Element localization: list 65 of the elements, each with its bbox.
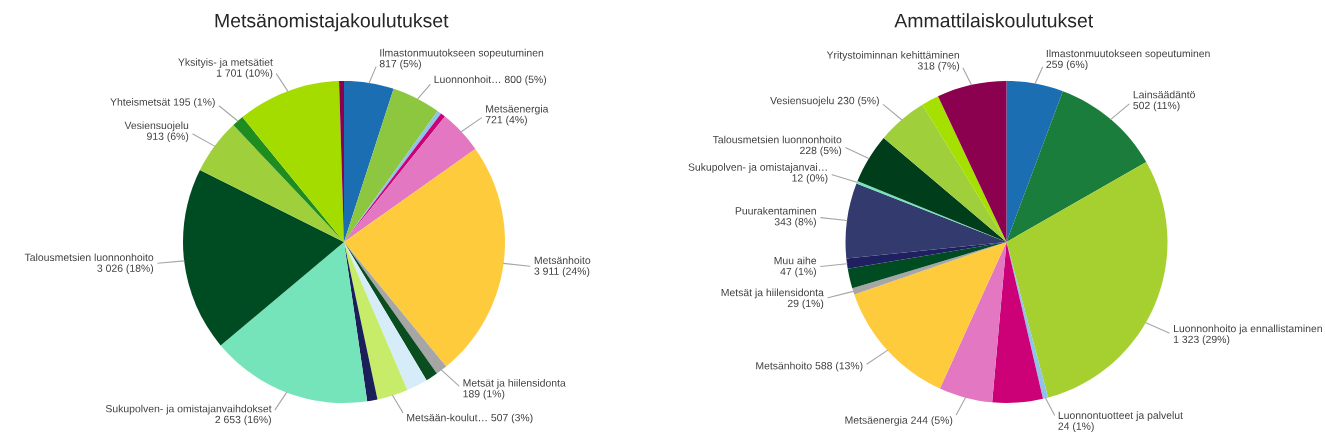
data-label: 24 (1%) [1058,422,1094,432]
pie-slice [846,242,1007,269]
slice-label: Metsät ja hiilensidonta [463,378,566,389]
data-label: 47 (1%) [780,267,816,278]
chart-title: Ammattilaiskoulutukset [894,13,1094,28]
pie-slice [199,125,344,242]
slice-label: Yksityis- ja metsätiet [178,58,273,68]
pie-slice [344,148,505,367]
data-label: 343 (8%) [774,217,816,228]
pie-slice [1006,81,1063,242]
slice-label: Ilmastonmuutokseen sopeutuminen [1046,49,1210,60]
slice-label: Metsänhoito 588 (13%) [756,361,863,372]
pie-slice [922,96,1007,242]
data-label: 189 (1%) [463,389,505,400]
pie-slice [992,242,1043,403]
data-label: 1 701 (10%) [216,69,273,79]
data-label: 3 911 (24%) [534,267,590,277]
slice-label: Metsäenergia 244 (5%) [845,416,953,426]
slice-label: Vesiensuojelu [124,121,189,132]
slice-label: Metsään-koulut… 507 (3%) [407,413,533,424]
data-label: 318 (7%) [917,61,960,72]
pie-slice [242,81,344,242]
pie-slice [938,81,1007,242]
pie-slice [344,242,378,402]
pie-slice [344,81,394,242]
slice-label: Talousmetsien luonnonhoito [712,135,842,144]
data-label: 2 653 (16%) [215,415,271,426]
data-label: 12 (0%) [792,173,828,184]
slice-label: Ilmastonmuutokseen sopeutuminen [380,48,544,59]
pie-slice [183,170,344,346]
data-label: 29 (1%) [787,299,824,310]
data-label: 913 (6%) [147,132,189,143]
slice-label: Lainsäädäntö [1133,90,1196,99]
slice-label: Yhteismetsät 195 (1%) [110,98,215,108]
slice-label: Muu aihe [774,256,817,265]
slice-label: Talousmetsien luonnonhoito [24,253,154,262]
data-label: 228 (5%) [800,146,842,157]
pie-slice [344,242,427,391]
slice-label: Metsäenergia [486,104,549,115]
data-label: 259 (6%) [1046,60,1088,71]
pie-slice [857,137,1007,242]
slice-label: Vesiensuojelu 230 (5%) [770,96,879,107]
slice-label: Yritystoiminnan kehittäminen [826,51,960,61]
slice-label: Luonnonhoit… 800 (5%) [434,75,547,86]
slice-label: Luonnonhoito ja ennallistaminen [1174,324,1322,335]
pie-slice [1006,162,1168,398]
slice-label: Luonnontuotteet ja palvelut [1058,411,1183,422]
pie-slice [939,242,1007,403]
data-label: 817 (5%) [379,59,421,70]
pie-slice [344,116,476,242]
data-label: 502 (11%) [1133,101,1180,112]
slice-label: Puurakentaminen [735,206,816,215]
slice-label: Metsät ja hiilensidonta [721,288,824,299]
pie-slice [883,104,1007,242]
pie-slice [845,183,1007,259]
slice-label: Sukupolven- ja omistajanvaihdokset [105,404,272,415]
data-label: 1 323 (29%) [1173,335,1230,346]
slice-label: Sukupolven- ja omistajanvai… [688,163,827,173]
slice-label: Metsänhoito [534,256,591,264]
pie-slice [344,88,438,242]
data-label: 721 (4%) [485,115,527,126]
data-label: 3 026 (18%) [97,264,154,274]
pie-slice [344,242,408,400]
pie-slice [220,242,368,403]
chart-title: Metsänomistajakoulutukset [215,13,449,32]
